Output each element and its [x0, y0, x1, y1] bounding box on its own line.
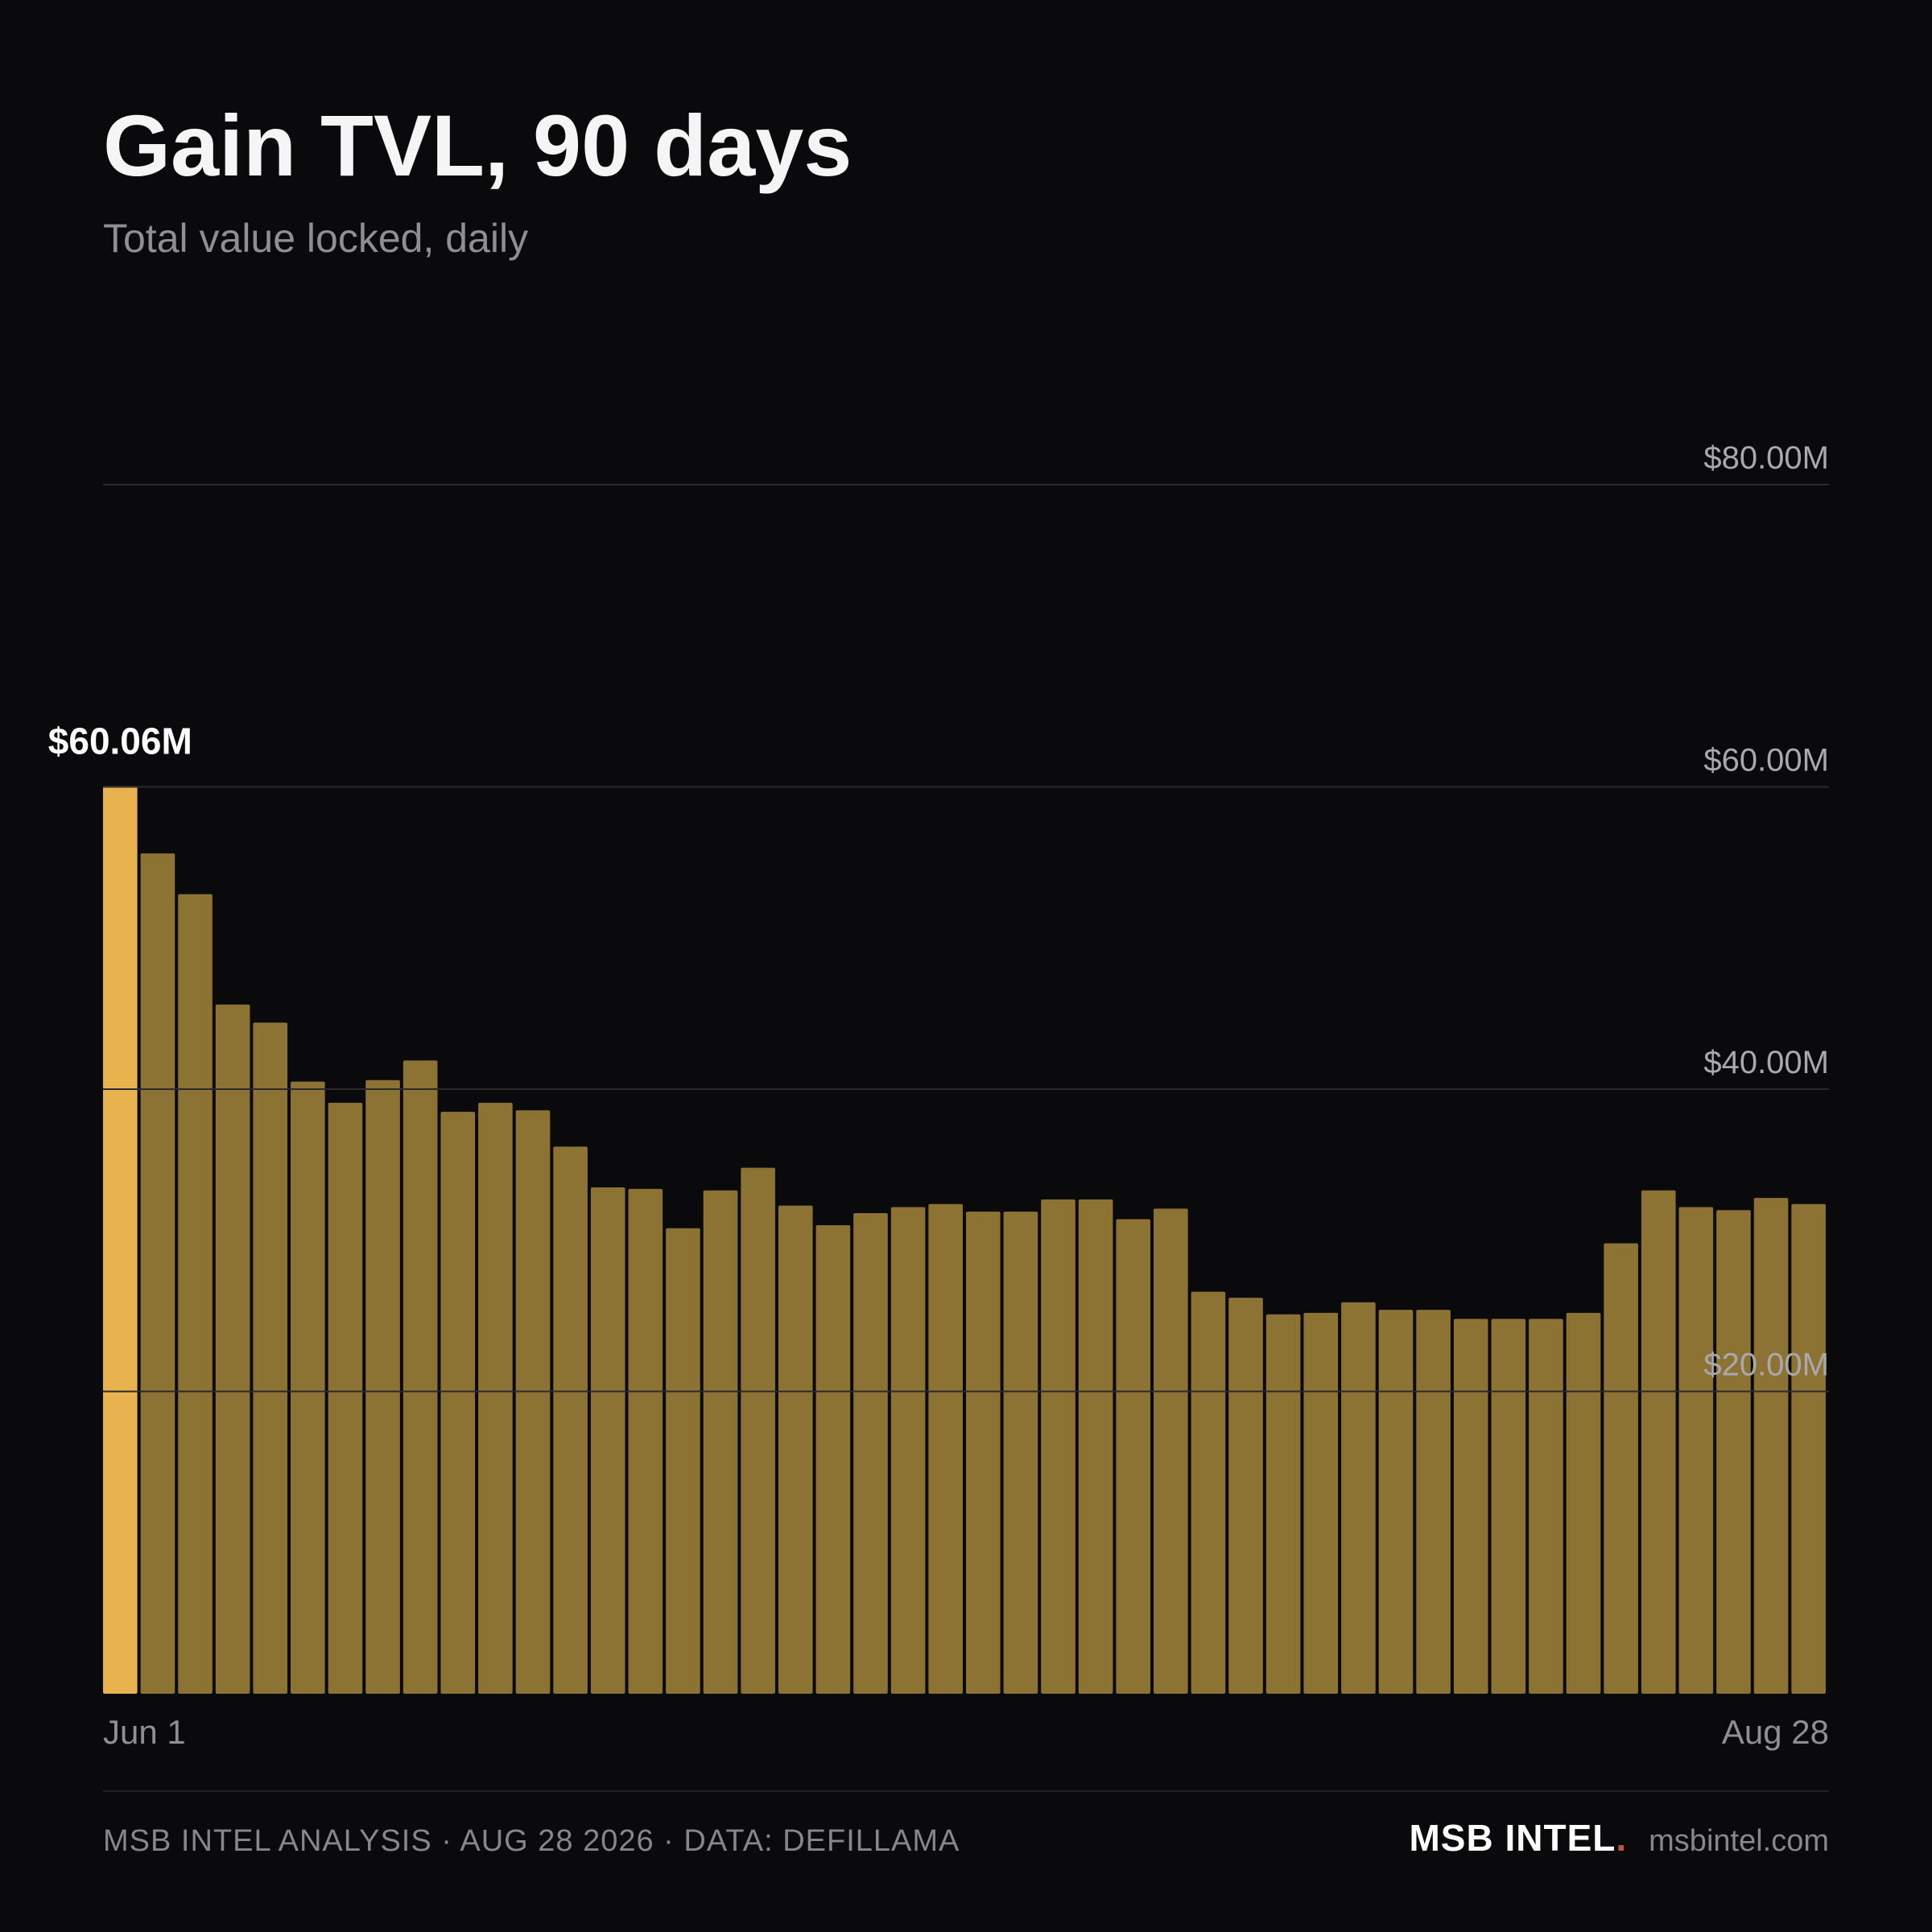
bar — [628, 1188, 663, 1694]
bar — [478, 1102, 513, 1694]
bar — [140, 853, 175, 1694]
x-axis-end-label: Aug 28 — [1721, 1713, 1829, 1751]
bar — [1078, 1199, 1113, 1694]
footer-divider — [103, 1790, 1829, 1792]
bar — [1341, 1302, 1376, 1694]
bar — [1116, 1219, 1151, 1694]
footer-credit: MSB INTEL ANALYSIS · AUG 28 2026 · DATA:… — [103, 1824, 960, 1858]
bar — [328, 1102, 363, 1694]
bar — [253, 1022, 288, 1694]
footer-brand-block: MSB INTEL. msbintel.com — [1409, 1816, 1829, 1860]
bar — [1154, 1208, 1188, 1694]
bar — [1491, 1319, 1526, 1694]
bar — [1529, 1319, 1563, 1694]
bar — [1678, 1207, 1714, 1694]
bar — [1041, 1199, 1075, 1694]
brand-logo-dot: . — [1616, 1817, 1627, 1859]
bar — [590, 1187, 625, 1694]
bar — [741, 1167, 775, 1694]
bar — [515, 1110, 551, 1694]
bar — [666, 1228, 700, 1694]
bar — [178, 894, 213, 1694]
bar — [1303, 1312, 1339, 1694]
bar — [853, 1212, 888, 1694]
bar — [966, 1212, 1001, 1694]
bar — [703, 1190, 738, 1694]
bar — [1604, 1243, 1638, 1694]
x-axis-start-label: Jun 1 — [103, 1713, 186, 1751]
bar — [1791, 1203, 1826, 1694]
bar — [1265, 1314, 1301, 1694]
bar — [1416, 1310, 1451, 1694]
bar — [215, 1004, 250, 1694]
bar — [365, 1080, 400, 1694]
bar — [1641, 1190, 1676, 1694]
bars — [103, 786, 1826, 1694]
site-link[interactable]: msbintel.com — [1649, 1824, 1829, 1858]
bar — [402, 1060, 438, 1694]
axis-labels: $20.00M $40.00M $60.00M $80.00M $60.06M — [48, 440, 1829, 1393]
chart-subtitle: Total value locked, daily — [103, 216, 529, 261]
bar — [1228, 1298, 1263, 1694]
highlight-value-label: $60.06M — [48, 720, 192, 762]
y-tick-label: $60.00M — [1703, 743, 1829, 778]
bar — [1753, 1198, 1789, 1694]
bar — [928, 1203, 963, 1694]
bar — [291, 1081, 325, 1694]
brand-logo: MSB INTEL — [1409, 1817, 1616, 1859]
y-tick-label: $80.00M — [1703, 440, 1829, 476]
bar — [1378, 1310, 1414, 1694]
bar — [815, 1224, 851, 1694]
bar — [553, 1146, 588, 1694]
bar — [440, 1112, 476, 1694]
bar — [1003, 1212, 1038, 1694]
y-tick-label: $40.00M — [1703, 1045, 1829, 1080]
bar-highlight — [103, 786, 138, 1694]
bar — [890, 1207, 926, 1694]
bar — [1453, 1319, 1488, 1694]
chart-title: Gain TVL, 90 days — [103, 97, 852, 194]
bar — [1566, 1312, 1601, 1694]
bar — [778, 1205, 813, 1694]
y-tick-label: $20.00M — [1703, 1348, 1829, 1383]
bar — [1191, 1291, 1226, 1694]
bar — [1716, 1210, 1751, 1694]
